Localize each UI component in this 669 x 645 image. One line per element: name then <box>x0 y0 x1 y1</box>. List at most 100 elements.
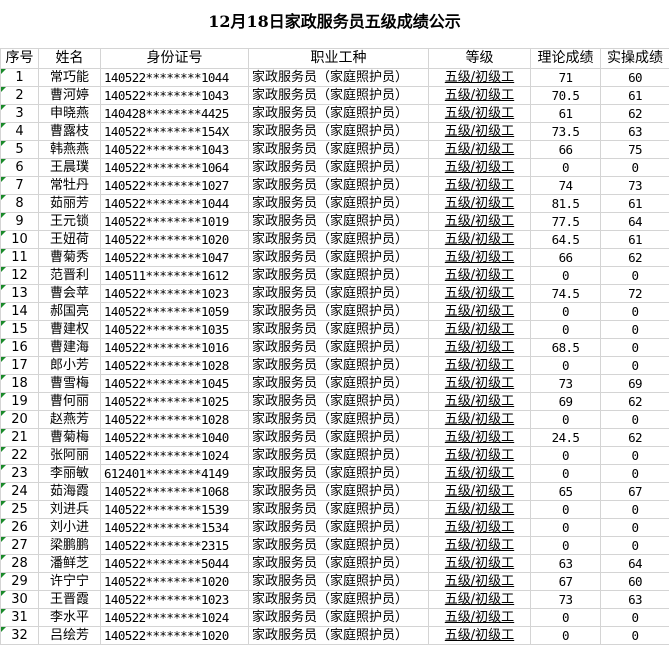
seq-cell[interactable]: 6 <box>1 159 39 177</box>
name-cell[interactable]: 曹菊梅 <box>39 429 101 447</box>
occupation-cell[interactable]: 家政服务员（家庭照护员） <box>249 537 429 555</box>
practical-score-cell[interactable]: 60 <box>601 573 669 591</box>
theory-score-cell[interactable]: 0 <box>531 357 601 375</box>
theory-score-cell[interactable]: 71 <box>531 69 601 87</box>
occupation-cell[interactable]: 家政服务员（家庭照护员） <box>249 195 429 213</box>
theory-score-cell[interactable]: 0 <box>531 159 601 177</box>
header-theory-score[interactable]: 理论成绩 <box>531 49 601 69</box>
level-cell[interactable]: 五级/初级工 <box>429 465 531 483</box>
practical-score-cell[interactable]: 0 <box>601 321 669 339</box>
name-cell[interactable]: 王元锁 <box>39 213 101 231</box>
id-cell[interactable]: 140522********1534 <box>101 519 249 537</box>
seq-cell[interactable]: 28 <box>1 555 39 573</box>
name-cell[interactable]: 潘鲜芝 <box>39 555 101 573</box>
seq-cell[interactable]: 23 <box>1 465 39 483</box>
id-cell[interactable]: 140522********1059 <box>101 303 249 321</box>
id-cell[interactable]: 140522********1043 <box>101 87 249 105</box>
seq-cell[interactable]: 14 <box>1 303 39 321</box>
theory-score-cell[interactable]: 0 <box>531 303 601 321</box>
name-cell[interactable]: 常巧能 <box>39 69 101 87</box>
seq-cell[interactable]: 22 <box>1 447 39 465</box>
occupation-cell[interactable]: 家政服务员（家庭照护员） <box>249 267 429 285</box>
occupation-cell[interactable]: 家政服务员（家庭照护员） <box>249 213 429 231</box>
id-cell[interactable]: 140522********1020 <box>101 573 249 591</box>
id-cell[interactable]: 140522********1027 <box>101 177 249 195</box>
theory-score-cell[interactable]: 74.5 <box>531 285 601 303</box>
level-cell[interactable]: 五级/初级工 <box>429 87 531 105</box>
practical-score-cell[interactable]: 0 <box>601 357 669 375</box>
practical-score-cell[interactable]: 67 <box>601 483 669 501</box>
name-cell[interactable]: 范晋利 <box>39 267 101 285</box>
level-cell[interactable]: 五级/初级工 <box>429 429 531 447</box>
level-cell[interactable]: 五级/初级工 <box>429 555 531 573</box>
name-cell[interactable]: 赵燕芳 <box>39 411 101 429</box>
header-seq[interactable]: 序号 <box>1 49 39 69</box>
name-cell[interactable]: 曹菊秀 <box>39 249 101 267</box>
level-cell[interactable]: 五级/初级工 <box>429 483 531 501</box>
level-cell[interactable]: 五级/初级工 <box>429 321 531 339</box>
id-cell[interactable]: 140522********1025 <box>101 393 249 411</box>
name-cell[interactable]: 韩燕燕 <box>39 141 101 159</box>
occupation-cell[interactable]: 家政服务员（家庭照护员） <box>249 357 429 375</box>
theory-score-cell[interactable]: 61 <box>531 105 601 123</box>
id-cell[interactable]: 140522********1035 <box>101 321 249 339</box>
id-cell[interactable]: 140428********4425 <box>101 105 249 123</box>
id-cell[interactable]: 140522********1020 <box>101 627 249 645</box>
occupation-cell[interactable]: 家政服务员（家庭照护员） <box>249 429 429 447</box>
seq-cell[interactable]: 19 <box>1 393 39 411</box>
theory-score-cell[interactable]: 0 <box>531 321 601 339</box>
id-cell[interactable]: 140522********1023 <box>101 591 249 609</box>
seq-cell[interactable]: 21 <box>1 429 39 447</box>
seq-cell[interactable]: 30 <box>1 591 39 609</box>
id-cell[interactable]: 140522********1028 <box>101 357 249 375</box>
theory-score-cell[interactable]: 66 <box>531 141 601 159</box>
id-cell[interactable]: 140511********1612 <box>101 267 249 285</box>
seq-cell[interactable]: 31 <box>1 609 39 627</box>
name-cell[interactable]: 曹河婷 <box>39 87 101 105</box>
header-name[interactable]: 姓名 <box>39 49 101 69</box>
id-cell[interactable]: 140522********1044 <box>101 195 249 213</box>
practical-score-cell[interactable]: 0 <box>601 447 669 465</box>
name-cell[interactable]: 曹露枝 <box>39 123 101 141</box>
theory-score-cell[interactable]: 0 <box>531 537 601 555</box>
level-cell[interactable]: 五级/初级工 <box>429 267 531 285</box>
seq-cell[interactable]: 26 <box>1 519 39 537</box>
practical-score-cell[interactable]: 0 <box>601 339 669 357</box>
name-cell[interactable]: 许宁宁 <box>39 573 101 591</box>
practical-score-cell[interactable]: 61 <box>601 87 669 105</box>
level-cell[interactable]: 五级/初级工 <box>429 393 531 411</box>
name-cell[interactable]: 李水平 <box>39 609 101 627</box>
id-cell[interactable]: 140522********1045 <box>101 375 249 393</box>
practical-score-cell[interactable]: 0 <box>601 465 669 483</box>
theory-score-cell[interactable]: 74 <box>531 177 601 195</box>
id-cell[interactable]: 140522********1024 <box>101 447 249 465</box>
name-cell[interactable]: 曹建权 <box>39 321 101 339</box>
theory-score-cell[interactable]: 73 <box>531 375 601 393</box>
id-cell[interactable]: 140522********1068 <box>101 483 249 501</box>
seq-cell[interactable]: 4 <box>1 123 39 141</box>
seq-cell[interactable]: 10 <box>1 231 39 249</box>
practical-score-cell[interactable]: 0 <box>601 627 669 645</box>
theory-score-cell[interactable]: 73 <box>531 591 601 609</box>
level-cell[interactable]: 五级/初级工 <box>429 591 531 609</box>
occupation-cell[interactable]: 家政服务员（家庭照护员） <box>249 303 429 321</box>
seq-cell[interactable]: 7 <box>1 177 39 195</box>
id-cell[interactable]: 140522********1028 <box>101 411 249 429</box>
seq-cell[interactable]: 29 <box>1 573 39 591</box>
practical-score-cell[interactable]: 0 <box>601 303 669 321</box>
seq-cell[interactable]: 32 <box>1 627 39 645</box>
id-cell[interactable]: 140522********1044 <box>101 69 249 87</box>
seq-cell[interactable]: 1 <box>1 69 39 87</box>
level-cell[interactable]: 五级/初级工 <box>429 447 531 465</box>
id-cell[interactable]: 140522********154X <box>101 123 249 141</box>
practical-score-cell[interactable]: 0 <box>601 519 669 537</box>
level-cell[interactable]: 五级/初级工 <box>429 213 531 231</box>
occupation-cell[interactable]: 家政服务员（家庭照护员） <box>249 159 429 177</box>
id-cell[interactable]: 140522********1047 <box>101 249 249 267</box>
name-cell[interactable]: 王晨璞 <box>39 159 101 177</box>
name-cell[interactable]: 李丽敏 <box>39 465 101 483</box>
theory-score-cell[interactable]: 73.5 <box>531 123 601 141</box>
seq-cell[interactable]: 3 <box>1 105 39 123</box>
level-cell[interactable]: 五级/初级工 <box>429 411 531 429</box>
seq-cell[interactable]: 27 <box>1 537 39 555</box>
